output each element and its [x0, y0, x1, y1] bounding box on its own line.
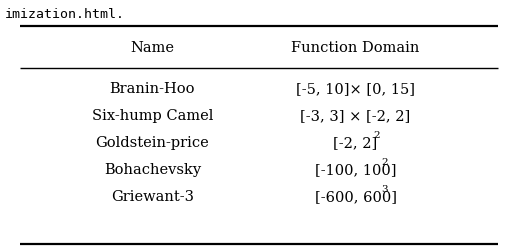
- Text: Six-hump Camel: Six-hump Camel: [92, 109, 213, 123]
- Text: [-5, 10]× [0, 15]: [-5, 10]× [0, 15]: [296, 82, 415, 97]
- Text: Branin-Hoo: Branin-Hoo: [110, 82, 195, 97]
- Text: Function Domain: Function Domain: [292, 41, 420, 55]
- Text: [-3, 3] × [-2, 2]: [-3, 3] × [-2, 2]: [300, 109, 411, 123]
- Text: [-100, 100]: [-100, 100]: [315, 163, 396, 177]
- Text: Goldstein-price: Goldstein-price: [96, 136, 209, 150]
- Text: [-600, 600]: [-600, 600]: [314, 190, 397, 204]
- Text: Name: Name: [131, 41, 174, 55]
- Text: imization.html.: imization.html.: [5, 8, 125, 21]
- Text: 2: 2: [382, 158, 388, 167]
- Text: 3: 3: [382, 184, 388, 194]
- Text: [-2, 2]: [-2, 2]: [333, 136, 378, 150]
- Text: Griewant-3: Griewant-3: [111, 190, 194, 204]
- Text: 2: 2: [373, 131, 380, 140]
- Text: Bohachevsky: Bohachevsky: [104, 163, 201, 177]
